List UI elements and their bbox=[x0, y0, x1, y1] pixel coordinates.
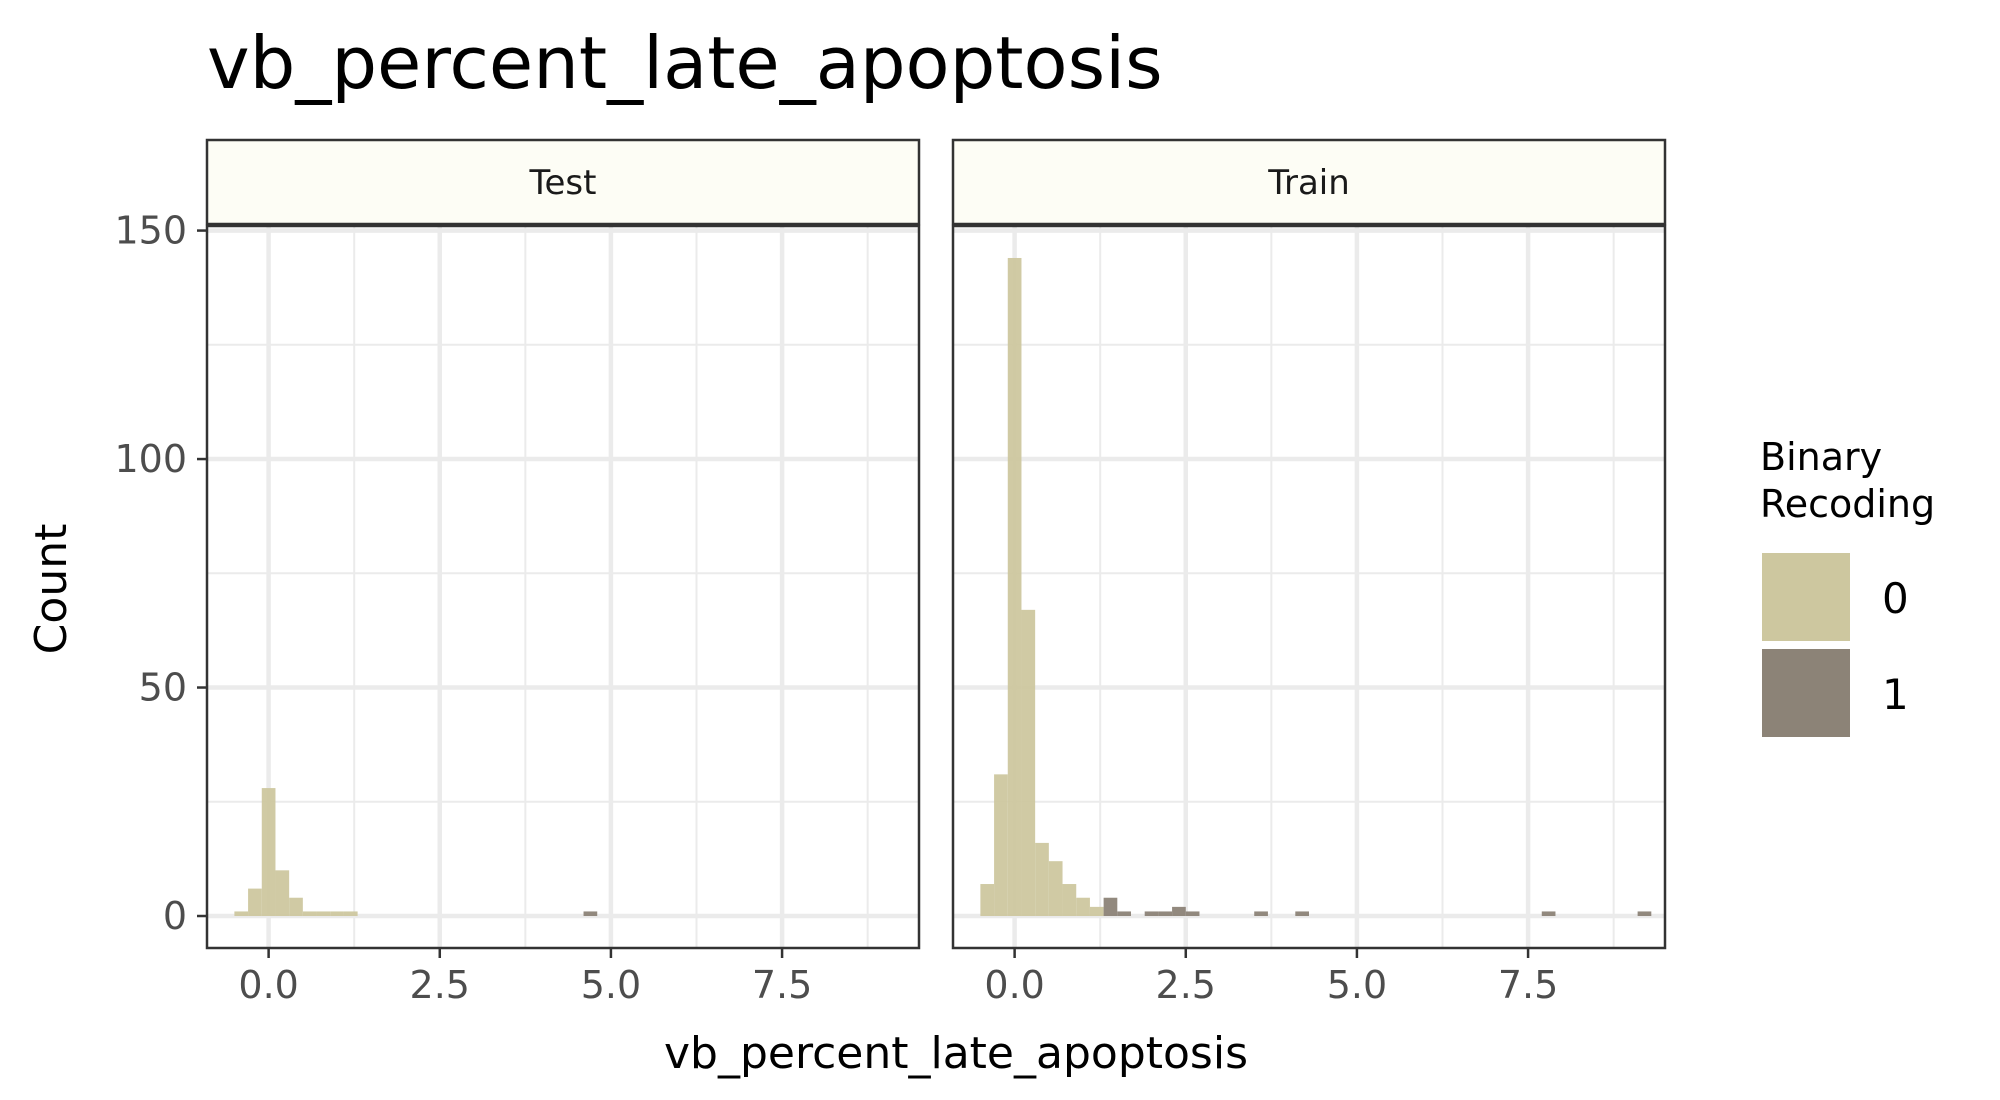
panel-border bbox=[205, 224, 921, 950]
panel-background bbox=[207, 226, 919, 948]
legend-title-line-1: Binary bbox=[1760, 435, 1882, 479]
histogram-bar bbox=[1048, 861, 1063, 917]
histogram-bar bbox=[289, 897, 303, 917]
facet-strip-label: Test bbox=[529, 163, 597, 203]
x-tick-label: 5.0 bbox=[581, 963, 641, 1007]
histogram-bar bbox=[1254, 911, 1268, 917]
histogram-bar bbox=[1295, 911, 1309, 917]
y-tick-label: 50 bbox=[139, 666, 187, 710]
histogram-bar bbox=[302, 911, 317, 917]
legend-label-1: 1 bbox=[1882, 670, 1909, 719]
y-tick-label: 100 bbox=[114, 437, 187, 481]
x-tick-label: 5.0 bbox=[1327, 963, 1387, 1007]
histogram-bar bbox=[343, 911, 358, 917]
x-tick-label: 2.5 bbox=[410, 963, 470, 1007]
histogram-bar bbox=[316, 911, 331, 917]
histogram-bar bbox=[1007, 257, 1022, 917]
legend-key-0 bbox=[1762, 553, 1850, 641]
histogram-bar bbox=[1185, 911, 1200, 917]
histogram-bar bbox=[1062, 884, 1077, 917]
histogram-bar bbox=[994, 774, 1008, 917]
x-tick-label: 0.0 bbox=[238, 963, 298, 1007]
histogram-bar bbox=[1172, 906, 1186, 917]
panel-background bbox=[953, 226, 1665, 948]
histogram-bar bbox=[1144, 911, 1159, 917]
facet-strip-label: Train bbox=[1267, 163, 1350, 203]
x-tick-label: 2.5 bbox=[1156, 963, 1216, 1007]
x-tick-label: 7.5 bbox=[752, 963, 812, 1007]
histogram-bar bbox=[275, 870, 290, 917]
legend-title-line-2: Recoding bbox=[1760, 482, 1935, 526]
x-tick-label: 0.0 bbox=[984, 963, 1044, 1007]
histogram-bar bbox=[1541, 911, 1556, 917]
histogram-bar bbox=[1035, 842, 1049, 917]
x-axis-title: vb_percent_late_apoptosis bbox=[664, 1028, 1248, 1079]
histogram-bar bbox=[261, 788, 276, 917]
legend-key-1 bbox=[1762, 649, 1850, 737]
histogram-bar bbox=[234, 911, 249, 917]
histogram-bar bbox=[1117, 911, 1131, 917]
histogram-bar bbox=[1076, 897, 1090, 917]
histogram-bar bbox=[1021, 609, 1036, 917]
facet-panel-train: Train 0.0 2.5 5.0 7.5 bbox=[951, 138, 1667, 1007]
histogram-bar bbox=[980, 884, 995, 917]
histogram-bar bbox=[1637, 911, 1652, 917]
facet-panels: Test 0.0 2.5 5.0 7.5 0 50 100 150 Train 0.0 2.5 5.0 7… bbox=[114, 138, 1667, 1007]
legend: Binary Recoding 01 bbox=[1760, 435, 1935, 737]
legend-label-0: 0 bbox=[1882, 574, 1909, 623]
legend-entries: 01 bbox=[1762, 553, 1909, 737]
histogram-bar bbox=[1158, 911, 1173, 917]
x-tick-label: 7.5 bbox=[1498, 963, 1558, 1007]
facet-strip bbox=[205, 138, 921, 226]
histogram-bar bbox=[1089, 906, 1104, 917]
facet-panel-test: Test 0.0 2.5 5.0 7.5 0 50 100 150 bbox=[114, 138, 921, 1007]
y-tick-label: 150 bbox=[114, 209, 187, 253]
y-tick-label: 0 bbox=[163, 894, 187, 938]
y-axis-title: Count bbox=[26, 524, 77, 655]
histogram-bar bbox=[248, 888, 262, 917]
histogram-bar bbox=[1103, 897, 1118, 917]
facet-strip bbox=[951, 138, 1667, 226]
histogram-bar bbox=[583, 911, 598, 917]
panel-border bbox=[951, 224, 1667, 950]
chart-title: vb_percent_late_apoptosis bbox=[207, 21, 1163, 105]
histogram-bar bbox=[330, 911, 344, 917]
